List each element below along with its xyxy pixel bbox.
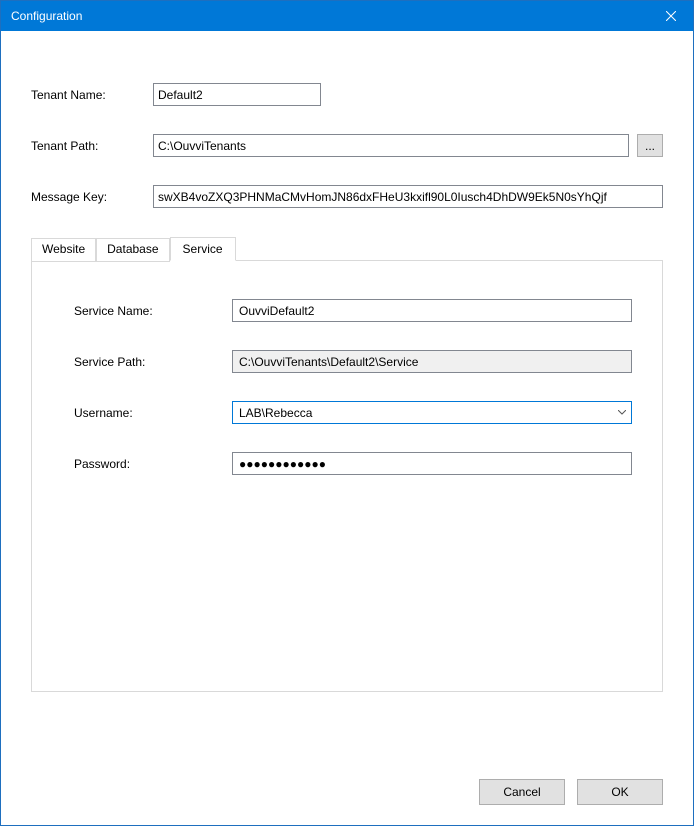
service-name-input[interactable] (232, 299, 632, 322)
titlebar: Configuration (1, 1, 693, 31)
tabs-region: Website Database Service Service Name: S… (31, 236, 663, 692)
service-name-row: Service Name: (74, 299, 632, 322)
tab-website[interactable]: Website (31, 238, 96, 262)
tenant-name-label: Tenant Name: (31, 88, 153, 102)
tenant-name-row: Tenant Name: (31, 83, 663, 106)
tenant-path-container: ... (153, 134, 663, 157)
service-panel: Service Name: Service Path: Username: Pa… (31, 260, 663, 692)
close-icon (666, 11, 676, 21)
service-path-input (232, 350, 632, 373)
username-label: Username: (74, 406, 232, 420)
service-path-label: Service Path: (74, 355, 232, 369)
dialog-buttons: Cancel OK (479, 779, 663, 805)
window-title: Configuration (11, 9, 82, 23)
tenant-path-input[interactable] (153, 134, 629, 157)
close-button[interactable] (648, 1, 693, 31)
password-label: Password: (74, 457, 232, 471)
username-combo[interactable] (232, 401, 632, 424)
password-row: Password: (74, 452, 632, 475)
tenant-path-row: Tenant Path: ... (31, 134, 663, 157)
dialog-content: Tenant Name: Tenant Path: ... Message Ke… (1, 31, 693, 692)
tab-strip: Website Database Service (31, 236, 663, 260)
combo-arrow[interactable] (613, 402, 631, 423)
cancel-button[interactable]: Cancel (479, 779, 565, 805)
username-row: Username: (74, 401, 632, 424)
tenant-name-input[interactable] (153, 83, 321, 106)
tenant-path-label: Tenant Path: (31, 139, 153, 153)
message-key-label: Message Key: (31, 190, 153, 204)
service-path-row: Service Path: (74, 350, 632, 373)
message-key-input[interactable] (153, 185, 663, 208)
password-input[interactable] (232, 452, 632, 475)
tab-service[interactable]: Service (170, 237, 236, 261)
tab-database[interactable]: Database (96, 238, 169, 262)
chevron-down-icon (618, 410, 626, 415)
service-name-label: Service Name: (74, 304, 232, 318)
browse-button[interactable]: ... (637, 134, 663, 157)
message-key-row: Message Key: (31, 185, 663, 208)
ok-button[interactable]: OK (577, 779, 663, 805)
username-input[interactable] (233, 402, 613, 423)
